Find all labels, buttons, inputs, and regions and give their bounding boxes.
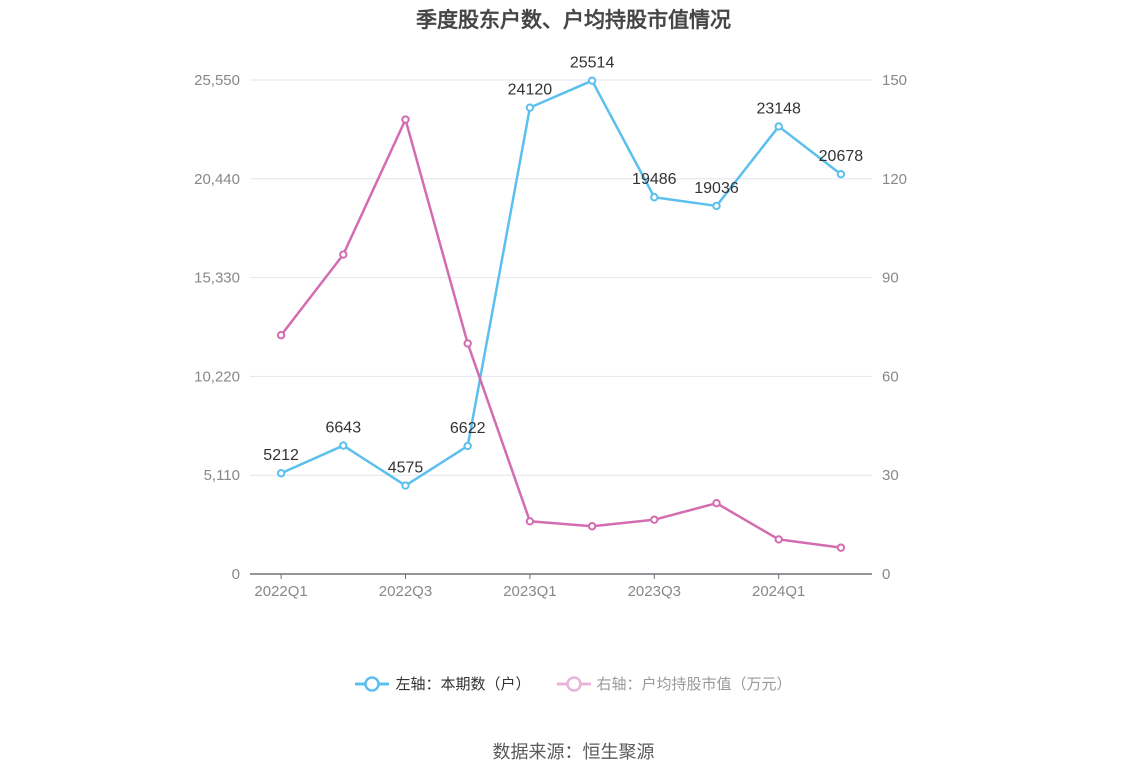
data-source: 数据来源：恒生聚源 [492,742,655,763]
data-point-right [650,515,659,524]
chart-title: 季度股东户数、户均持股市值情况 [416,8,731,32]
data-point-left [276,469,286,478]
axes: 0 0 5,110 30 10,220 60 15,330 90 20,440 120 25,550… [194,72,907,600]
data-point-left [339,441,348,450]
data-label: 5212 [263,447,299,464]
data-point-right [587,522,597,531]
data-label: 4575 [388,460,424,477]
data-point-left [836,169,846,179]
x-axis-tick-label: 2022Q3 [379,583,432,600]
data-point-right [836,543,846,552]
series-line-left [280,79,842,487]
right-axis-tick-label: 150 [882,72,907,89]
data-label: 25514 [570,55,615,72]
left-axis-tick-label: 15,330 [194,270,240,287]
data-label: 6622 [450,420,486,437]
data-point-left [712,201,721,211]
x-axis-tick-label: 2022Q1 [254,583,307,600]
data-point-right [774,535,783,544]
data-label: 6643 [326,420,362,437]
data-label: 24120 [508,82,553,99]
series-line-right [280,118,842,549]
data-point-right [463,339,472,348]
legend-line-circle-icon [355,675,390,692]
right-axis-tick-label: 90 [882,270,899,287]
x-axis-tick-label: 2023Q1 [503,583,556,600]
data-point-right [525,517,535,526]
grid-lines [250,79,872,476]
left-axis-tick-label: 0 [232,566,240,583]
left-axis-tick-label: 25,550 [194,72,240,89]
left-axis-tick-label: 20,440 [194,171,240,188]
x-axis-tick-label: 2024Q1 [752,583,805,600]
data-label: 20678 [819,148,864,165]
data-point-left [774,122,783,131]
legend-item-left-series[interactable]: 左轴：本期数（户） [355,673,531,694]
legend-line-circle-icon [556,675,591,692]
data-point-right [401,115,410,124]
data-point-left [587,76,597,85]
left-axis-tick-label: 10,220 [194,368,240,385]
right-axis-tick-label: 30 [882,467,899,484]
x-axis-tick-label: 2023Q3 [628,583,681,600]
data-label: 23148 [756,100,801,117]
right-axis-tick-label: 60 [882,368,899,385]
right-axis-tick-label: 0 [882,566,890,583]
legend-label-right: 右轴：户均持股市值（万元） [596,675,792,693]
legend-label-left: 左轴：本期数（户） [395,675,531,693]
data-label: 19036 [694,180,739,197]
left-axis-tick-label: 5,110 [204,467,240,484]
series [276,76,846,552]
legend-item-right-series[interactable]: 右轴：户均持股市值（万元） [556,673,792,694]
right-axis-tick-label: 120 [882,171,907,188]
data-point-left [401,481,410,490]
data-point-left [650,193,659,202]
data-point-left [525,103,535,112]
legend: 左轴：本期数（户） 右轴：户均持股市值（万元） [0,673,1147,694]
data-label: 19486 [632,171,677,188]
data-point-left [463,441,472,451]
data-point-right [339,250,348,259]
data-point-right [276,331,286,340]
data-point-right [712,498,721,508]
data-labels: 5212 6643 4575 6622 24120 25514 19486 19036 2314… [263,55,863,477]
